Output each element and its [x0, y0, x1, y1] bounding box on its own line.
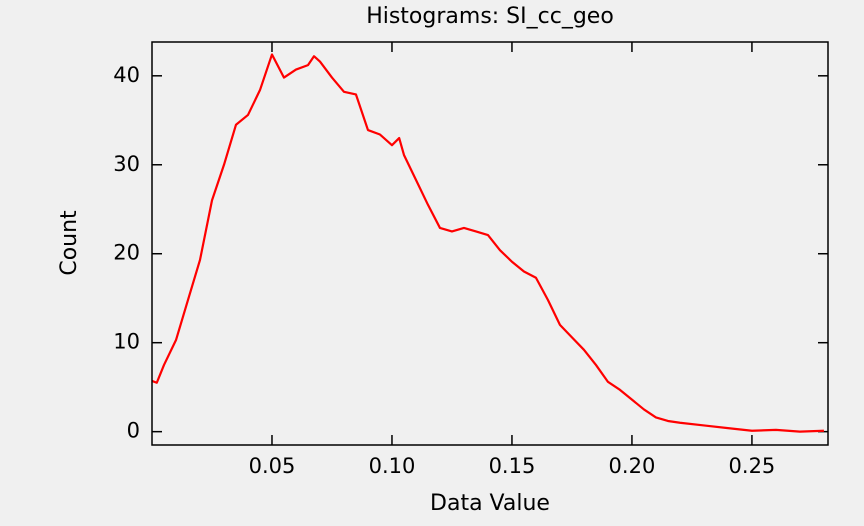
x-axis-label: Data Value [430, 491, 550, 516]
x-tick-label: 0.20 [609, 454, 656, 478]
plot-frame [151, 41, 829, 446]
y-tick-label: 0 [127, 419, 140, 443]
y-tick-label: 10 [113, 330, 140, 354]
x-tick-label: 0.25 [729, 454, 776, 478]
y-axis-label: Count [57, 210, 82, 276]
y-tick-label: 20 [113, 241, 140, 265]
x-tick-label: 0.10 [369, 454, 416, 478]
y-tick-label: 40 [113, 63, 140, 87]
y-tick-label: 30 [113, 152, 140, 176]
x-tick-label: 0.05 [249, 454, 296, 478]
chart-title: Histograms: SI_cc_geo [366, 4, 614, 29]
data-line [151, 53, 824, 433]
x-tick-label: 0.15 [489, 454, 536, 478]
